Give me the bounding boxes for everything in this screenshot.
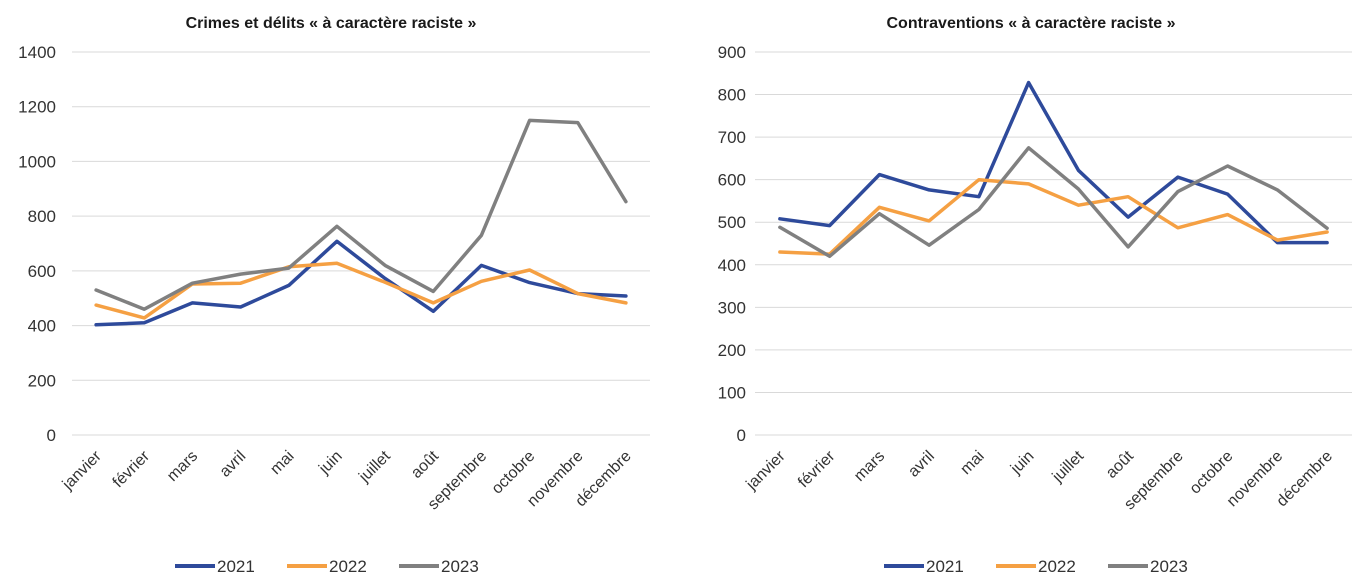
legend-label: 2022 xyxy=(329,557,367,576)
y-tick-label: 400 xyxy=(718,256,746,275)
x-tick-label: janvier xyxy=(743,447,790,494)
x-tick-label: octobre xyxy=(1187,448,1237,498)
x-tick-label: février xyxy=(110,447,154,491)
x-tick-label: mars xyxy=(164,448,201,485)
series-line-2022 xyxy=(778,177,1329,256)
series-line-2023 xyxy=(778,146,1329,259)
y-tick-label: 600 xyxy=(718,171,746,190)
y-tick-label: 1400 xyxy=(18,43,56,62)
chart-2: Contraventions « à caractère raciste » 0 1… xyxy=(718,15,1352,576)
chart-title: Contraventions « à caractère raciste » xyxy=(886,15,1175,32)
x-tick-label: juillet xyxy=(355,447,394,486)
y-tick-label: 200 xyxy=(718,341,746,360)
y-tick-label: 700 xyxy=(718,128,746,147)
x-tick-label: mai xyxy=(267,448,297,478)
legend-label: 2022 xyxy=(1038,557,1076,576)
legend-label: 2021 xyxy=(926,557,964,576)
legend-label: 2023 xyxy=(1150,557,1188,576)
series-line-2021 xyxy=(94,239,628,327)
x-tick-label: août xyxy=(408,447,442,481)
y-tick-label: 800 xyxy=(28,207,56,226)
chart-title: Crimes et délits « à caractère raciste » xyxy=(186,15,477,32)
y-tick-label: 800 xyxy=(718,86,746,105)
y-tick-label: 0 xyxy=(737,426,746,445)
y-tick-label: 500 xyxy=(718,213,746,232)
chart-1: Crimes et délits « à caractère raciste »… xyxy=(18,15,650,576)
x-tick-label: avril xyxy=(217,448,250,481)
x-tick-label: juin xyxy=(1007,448,1037,478)
x-tick-label: mai xyxy=(957,448,987,478)
y-tick-label: 900 xyxy=(718,43,746,62)
x-tick-label: janvier xyxy=(59,447,106,494)
y-tick-label: 400 xyxy=(28,317,56,336)
x-tick-label: juin xyxy=(315,448,345,478)
series-line-2022 xyxy=(94,261,628,320)
y-tick-label: 200 xyxy=(28,371,56,390)
x-tick-label: février xyxy=(795,447,839,491)
y-tick-label: 600 xyxy=(28,262,56,281)
y-tick-label: 1200 xyxy=(18,98,56,117)
y-tick-label: 100 xyxy=(718,383,746,402)
y-tick-label: 0 xyxy=(47,426,56,445)
legend-label: 2023 xyxy=(441,557,479,576)
series-line-2023 xyxy=(94,118,628,311)
legend-label: 2021 xyxy=(217,557,255,576)
x-tick-label: avril xyxy=(905,448,938,481)
x-tick-label: août xyxy=(1103,447,1137,481)
series-line-2021 xyxy=(778,80,1329,245)
x-tick-label: mars xyxy=(851,448,888,485)
y-tick-label: 1000 xyxy=(18,152,56,171)
y-tick-label: 300 xyxy=(718,298,746,317)
x-tick-label: juillet xyxy=(1049,447,1088,486)
